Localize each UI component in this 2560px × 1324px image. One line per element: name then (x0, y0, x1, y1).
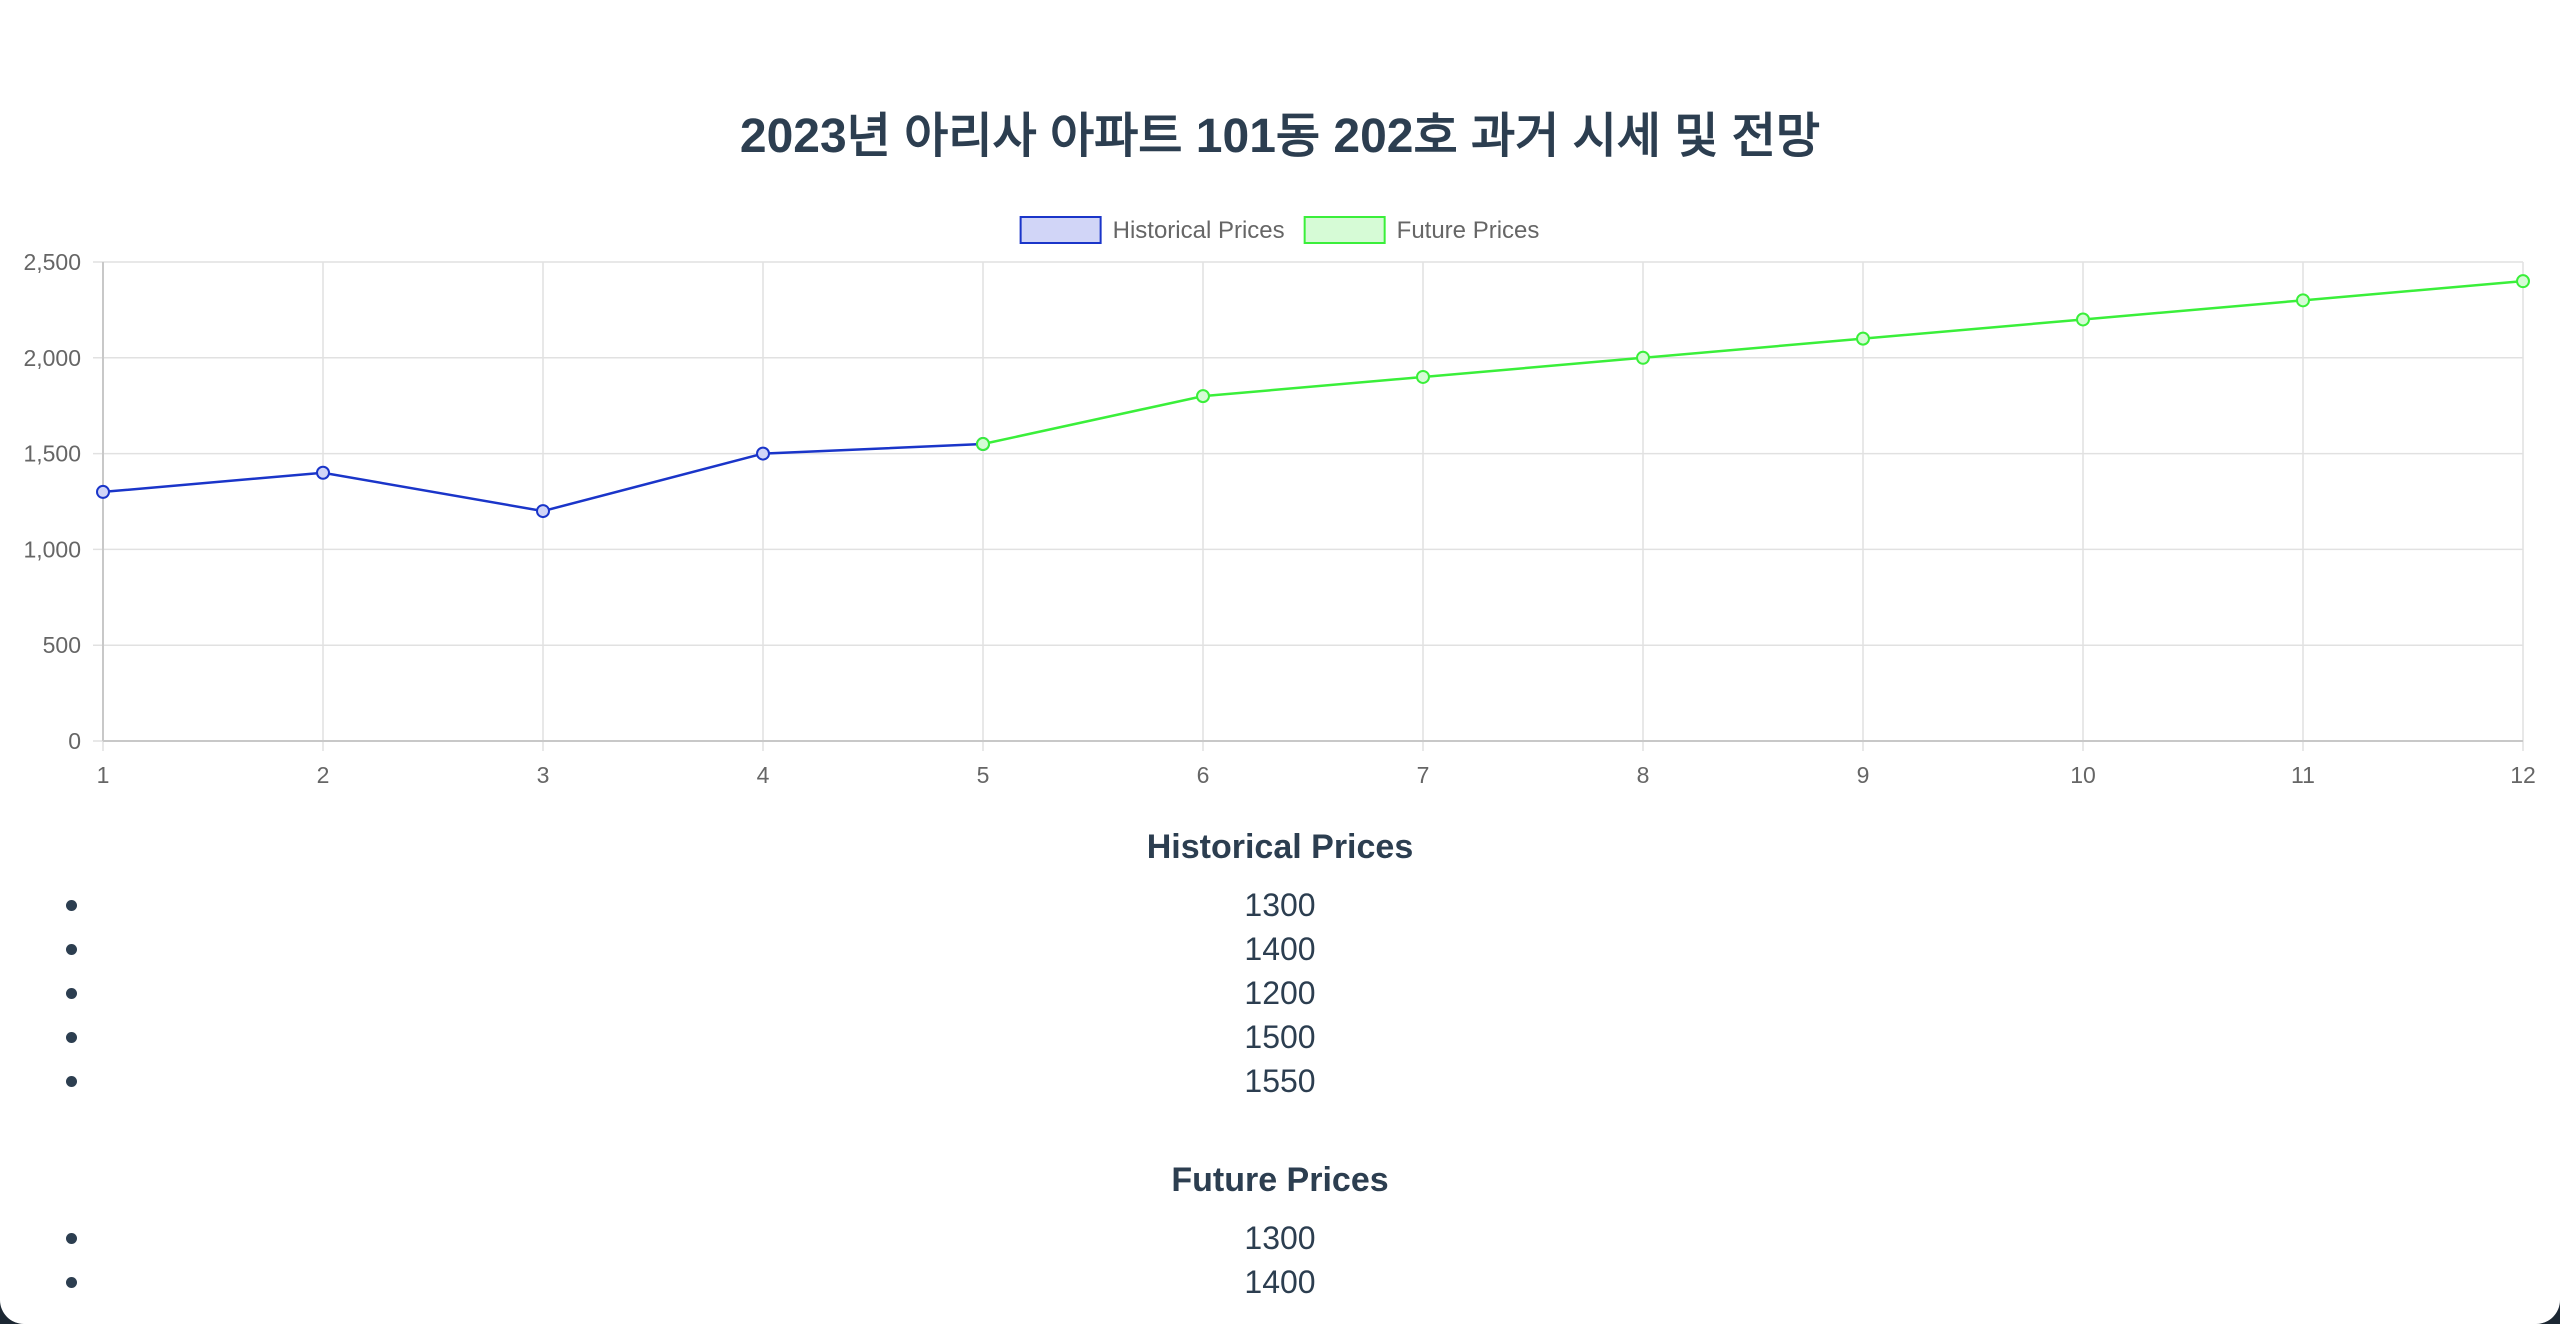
data-point (976, 437, 990, 452)
data-point (1856, 331, 1870, 346)
data-point (2516, 274, 2530, 289)
y-tick-label: 2,500 (23, 249, 81, 275)
legend-swatch (1303, 216, 1386, 244)
x-tick-label: 12 (2510, 762, 2536, 788)
data-point (536, 504, 550, 519)
page-title: 2023년 아리사 아파트 101동 202호 과거 시세 및 전망 (739, 110, 1821, 163)
y-tick-label: 1,500 (23, 441, 81, 467)
data-point (316, 465, 330, 480)
bullet-icon (66, 944, 77, 955)
legend-label: Future Prices (1397, 217, 1540, 244)
y-tick-label: 0 (68, 728, 81, 754)
data-point (96, 484, 110, 499)
y-tick-label: 500 (43, 632, 81, 658)
historical-prices-heading: Historical Prices (1146, 828, 1414, 866)
x-tick-label: 3 (537, 762, 550, 788)
list-item: 1500 (0, 1015, 2560, 1059)
x-tick-label: 11 (2291, 762, 2315, 788)
data-point (1416, 369, 1430, 384)
x-tick-label: 2 (317, 762, 330, 788)
data-point (1636, 350, 1650, 365)
x-tick-label: 4 (757, 762, 770, 788)
y-tick-label: 1,000 (23, 536, 81, 562)
x-tick-label: 1 (97, 762, 110, 788)
y-tick-label: 2,000 (23, 345, 81, 371)
list-item: 1300 (0, 1216, 2560, 1260)
x-tick-label: 8 (1637, 762, 1650, 788)
legend-label: Historical Prices (1113, 217, 1285, 244)
bullet-icon (66, 900, 77, 911)
list-item-value: 1550 (1244, 1063, 1316, 1099)
data-point (2076, 312, 2090, 327)
x-tick-label: 7 (1417, 762, 1430, 788)
data-point (1196, 389, 1210, 404)
list-item-value: 1400 (1244, 1264, 1316, 1300)
list-item-value: 1300 (1244, 1220, 1316, 1256)
data-point (756, 446, 770, 461)
list-item: 1200 (0, 971, 2560, 1015)
list-item-value: 1200 (1244, 975, 1316, 1011)
list-item: 1300 (0, 883, 2560, 927)
x-tick-label: 5 (977, 762, 990, 788)
data-point (2296, 293, 2310, 308)
list-item-value: 1300 (1244, 887, 1316, 923)
legend-swatch (1019, 216, 1102, 244)
future-prices-list: 1300 1400 (0, 1216, 2560, 1304)
historical-prices-list: 1300 1400 1200 1500 1550 (0, 883, 2560, 1103)
future-prices-heading: Future Prices (1171, 1161, 1389, 1199)
bullet-icon (66, 988, 77, 999)
bullet-icon (66, 1277, 77, 1288)
list-item-value: 1500 (1244, 1019, 1316, 1055)
list-item: 1400 (0, 1260, 2560, 1304)
x-tick-label: 9 (1857, 762, 1870, 788)
future-prices-section: Future Prices 1300 1400 (0, 1161, 2560, 1304)
list-item-value: 1400 (1244, 931, 1316, 967)
historical-prices-section: Historical Prices 1300 1400 1200 1500 15… (0, 828, 2560, 1103)
series-line (982, 279, 2524, 446)
list-item: 1550 (0, 1059, 2560, 1103)
bullet-icon (66, 1076, 77, 1087)
bullet-icon (66, 1032, 77, 1043)
x-tick-label: 6 (1197, 762, 1210, 788)
bullet-icon (66, 1233, 77, 1244)
list-item: 1400 (0, 927, 2560, 971)
x-tick-label: 10 (2070, 762, 2096, 788)
